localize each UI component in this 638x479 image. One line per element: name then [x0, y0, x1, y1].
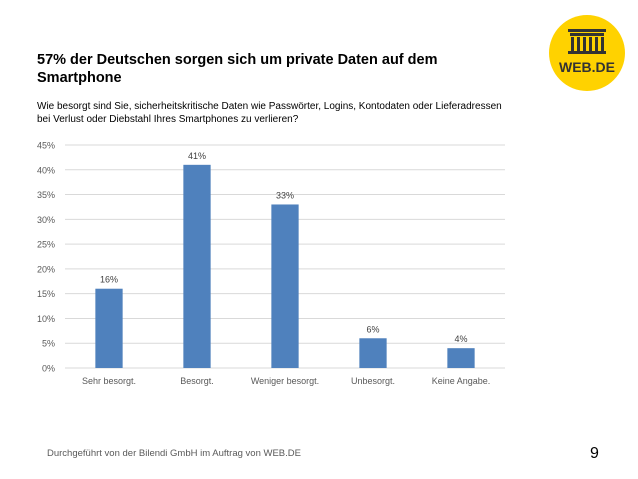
- page-number: 9: [590, 445, 599, 462]
- slide-title: 57% der Deutschen sorgen sich um private…: [37, 52, 438, 86]
- y-tick-label: 25%: [37, 240, 55, 250]
- data-label: 16%: [100, 275, 118, 285]
- bar: [271, 204, 299, 368]
- x-tick-label: Sehr besorgt.: [82, 376, 136, 386]
- logo-text: WEB.DE: [559, 59, 615, 75]
- y-tick-label: 10%: [37, 314, 55, 324]
- y-tick-label: 35%: [37, 190, 55, 200]
- survey-question: Wie besorgt sind Sie, sicherheitskritisc…: [37, 101, 502, 125]
- x-tick-label: Weniger besorgt.: [251, 376, 319, 386]
- y-tick-label: 30%: [37, 215, 55, 225]
- bar: [359, 338, 387, 368]
- y-tick-label: 20%: [37, 264, 55, 274]
- data-label: 33%: [276, 190, 294, 200]
- y-tick-label: 0%: [42, 364, 55, 374]
- bar: [183, 164, 211, 368]
- y-tick-label: 45%: [37, 141, 55, 151]
- y-tick-label: 15%: [37, 289, 55, 299]
- x-tick-label: Besorgt.: [180, 376, 214, 386]
- x-tick-label: Unbesorgt.: [351, 376, 395, 386]
- data-label: 41%: [188, 151, 206, 161]
- bar-chart-svg: 0% 5% 10% 15% 20% 25% 30% 35% 40% 45% 16% Sehr beso…: [37, 141, 505, 386]
- x-tick-label: Keine Angabe.: [432, 376, 491, 386]
- bar: [95, 288, 123, 368]
- brandenburg-gate-icon: [568, 29, 606, 54]
- y-tick-label: 40%: [37, 165, 55, 175]
- data-label: 6%: [366, 324, 379, 334]
- bar: [447, 348, 475, 368]
- footer-note: Durchgeführt von der Bilendi GmbH im Auf…: [47, 448, 301, 459]
- data-label: 4%: [454, 334, 467, 344]
- webde-logo: WEB.DE: [548, 14, 626, 92]
- bar-chart: 0% 5% 10% 15% 20% 25% 30% 35% 40% 45% 16% Sehr beso…: [0, 135, 638, 397]
- y-tick-label: 5%: [42, 339, 55, 349]
